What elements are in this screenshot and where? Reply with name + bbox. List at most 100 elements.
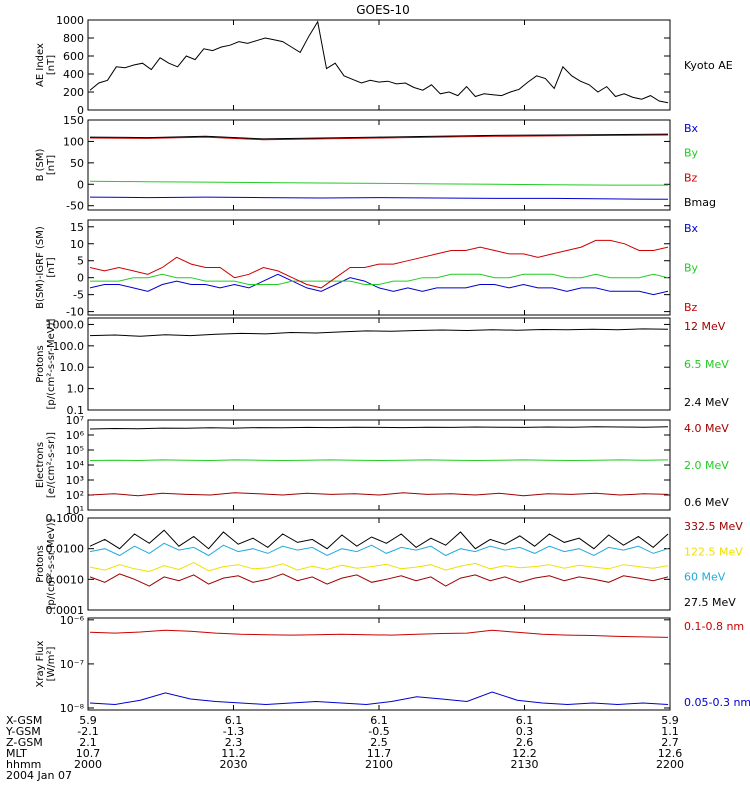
footer-value: 1.1 — [661, 725, 679, 738]
y-tick-label: 10 — [70, 238, 84, 251]
footer-value: -0.5 — [368, 725, 389, 738]
footer-value: 5.9 — [79, 714, 97, 727]
legend-entry: 0.05-0.3 nm — [684, 696, 750, 709]
legend-entry: 0.1-0.8 nm — [684, 620, 744, 633]
y-tick-label: 10.0 — [60, 361, 85, 374]
footer-row-label: 2004 Jan 07 — [6, 769, 72, 782]
legend-entry: 0.6 MeV — [684, 496, 729, 509]
y-tick-label: 10⁶ — [66, 429, 85, 442]
series-line — [89, 180, 668, 186]
y-tick-label: 10⁷ — [66, 414, 84, 427]
y-tick-label: 100.0 — [53, 340, 85, 353]
footer-value: 10.7 — [76, 747, 101, 760]
legend-entry: 4.0 MeV — [684, 422, 729, 435]
footer-value: -2.1 — [77, 725, 98, 738]
y-axis-label: [e/(cm²-s-sr)] — [46, 432, 57, 498]
y-tick-label: 0.1000 — [46, 512, 85, 525]
y-tick-label: 10⁴ — [66, 459, 85, 472]
legend-entry: 2.4 MeV — [684, 396, 729, 409]
series-line — [89, 133, 669, 140]
footer-value: 11.2 — [221, 747, 246, 760]
y-tick-label: 10⁵ — [66, 444, 84, 457]
panel-2: -50 0 50 100 150 B (SM) [nT] Bx By Bz Bmag — [35, 114, 716, 213]
panel-4: 0.1 1.0 10.0 100.0 1000.0 Protons [p/(cm²-s-sr… — [35, 317, 729, 417]
y-tick-label: 400 — [63, 68, 84, 81]
footer-value: 12.2 — [512, 747, 537, 760]
panel-7: 10⁻⁸ 10⁻⁷ 10⁻⁶ Xray Flux [W/m²] 0.1-0.8 nm 0.0… — [35, 614, 750, 715]
panel-frame — [87, 617, 671, 711]
panel-6: 0.0001 0.0010 0.0100 0.1000 Protons [p/(cm²-s… — [35, 512, 743, 617]
footer-value: 6.1 — [225, 714, 243, 727]
series-line — [89, 691, 669, 706]
legend-entry: By — [684, 262, 699, 275]
footer-value: 11.7 — [367, 747, 392, 760]
panel-3: -10 -5 0 5 10 15 B(SM)-IGRF (SM) [nT] Bx By Bz — [35, 219, 699, 319]
y-tick-label: 0 — [77, 104, 84, 117]
series-line — [89, 529, 669, 550]
footer-value: 2200 — [656, 758, 684, 771]
y-tick-label: 15 — [70, 221, 84, 234]
y-axis-label: [p/(cm²-s-sr-MeV)] — [46, 518, 57, 609]
y-tick-label: 0.0001 — [46, 604, 85, 617]
footer-row-label: Y-GSM — [5, 725, 41, 738]
footer-value: 2000 — [74, 758, 102, 771]
y-axis-label: [p/(cm²-s-sr-MeV)] — [46, 318, 57, 409]
series-line — [89, 573, 669, 587]
legend-entry: Bz — [684, 171, 698, 184]
y-axis-label: [nT] — [46, 55, 57, 75]
y-axis-label: B(SM)-IGRF (SM) — [35, 226, 46, 309]
series-line — [89, 239, 669, 289]
panel-frame — [87, 517, 671, 611]
panel-frame — [87, 19, 671, 111]
y-tick-label: 1000.0 — [46, 318, 85, 331]
y-tick-label: 200 — [63, 86, 84, 99]
y-tick-label: -10 — [66, 306, 84, 319]
footer-row-label: hhmm — [6, 758, 41, 771]
figure-title: GOES-10 — [356, 3, 410, 17]
panel-frame — [87, 119, 671, 211]
panel-5: 10¹ 10² 10³ 10⁴ 10⁵ 10⁶ 10⁷ Electrons [e/(cm²-s-… — [35, 414, 729, 517]
y-axis-label: Protons — [35, 545, 46, 582]
footer-row-label: X-GSM — [6, 714, 42, 727]
series-line — [89, 562, 669, 573]
y-tick-label: 0.0010 — [46, 573, 85, 586]
series-line — [89, 134, 669, 141]
y-axis-label: [W/m²] — [46, 646, 57, 681]
y-tick-label: 50 — [70, 157, 84, 170]
y-tick-label: 1.0 — [67, 383, 85, 396]
panel-frame — [87, 219, 671, 316]
series-line — [89, 426, 669, 430]
footer-value: 5.9 — [661, 714, 679, 727]
footer-value: 2.5 — [370, 736, 388, 749]
y-tick-label: 800 — [63, 32, 84, 45]
series-line — [89, 273, 669, 296]
y-tick-label: 0 — [77, 178, 84, 191]
footer-value: 12.6 — [658, 747, 683, 760]
y-tick-label: -5 — [73, 289, 84, 302]
y-axis-label: AE Index — [35, 43, 46, 87]
y-tick-label: 10³ — [66, 474, 84, 487]
footer-row-label: MLT — [6, 747, 27, 760]
footer-value: 6.1 — [370, 714, 388, 727]
footer-value: 6.1 — [516, 714, 534, 727]
footer-value: 2.3 — [225, 736, 243, 749]
footer-value: 0.3 — [516, 725, 534, 738]
series-line — [89, 20, 669, 104]
legend-entry: 27.5 MeV — [684, 596, 736, 609]
y-axis-label: [nT] — [46, 155, 57, 175]
y-tick-label: 100 — [63, 135, 84, 148]
footer-value: 2100 — [365, 758, 393, 771]
y-tick-label: 5 — [77, 255, 84, 268]
footer-row-label: Z-GSM — [6, 736, 43, 749]
y-tick-label: 10⁻⁷ — [60, 658, 84, 671]
y-axis-label: Electrons — [35, 442, 46, 488]
y-tick-label: 150 — [63, 114, 84, 127]
legend-entry: Bmag — [684, 196, 716, 209]
series-line — [89, 492, 669, 497]
footer-value: 2.6 — [516, 736, 534, 749]
legend-entry: 122.5 MeV — [684, 545, 743, 558]
y-axis-label: Protons — [35, 345, 46, 382]
legend-entry: Kyoto AE — [684, 59, 733, 72]
